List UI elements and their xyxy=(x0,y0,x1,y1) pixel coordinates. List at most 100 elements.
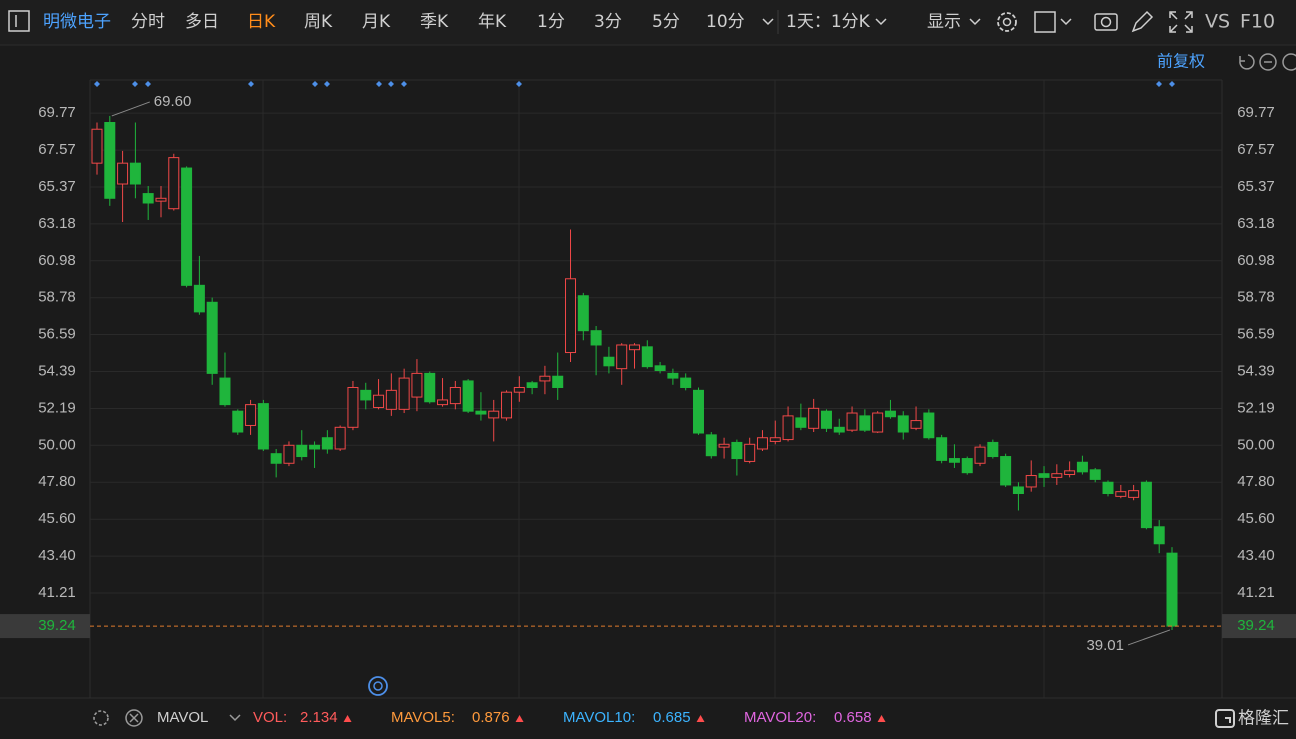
reset-icon[interactable] xyxy=(1239,54,1255,70)
candle-body xyxy=(475,410,487,415)
candle-body xyxy=(168,157,180,210)
event-marker[interactable] xyxy=(132,81,138,87)
candle-body xyxy=(245,404,257,426)
y-tick-label: 54.39 xyxy=(38,362,76,379)
fullscreen-icon[interactable] xyxy=(1169,11,1193,33)
indicator-trend-arrow xyxy=(515,715,524,722)
period-tab[interactable]: 分时 xyxy=(131,12,165,32)
candle-body xyxy=(1153,526,1165,545)
candle-body xyxy=(296,444,308,458)
last-price-label: 39.24 xyxy=(1237,617,1275,634)
zoom-in-icon[interactable] xyxy=(1282,53,1296,71)
query-icon[interactable] xyxy=(368,676,388,696)
last-price-box xyxy=(1222,614,1296,639)
candle-body xyxy=(1025,475,1037,488)
y2-tick-label: 52.19 xyxy=(1237,399,1275,416)
candle-body xyxy=(155,197,167,202)
event-marker[interactable] xyxy=(94,81,100,87)
candle-body xyxy=(283,444,295,464)
candle-body xyxy=(1102,481,1114,495)
candle-body xyxy=(219,377,231,406)
candle-body xyxy=(731,441,743,460)
period-select[interactable]: 1天：1分K xyxy=(786,12,871,32)
candle-body xyxy=(181,167,193,286)
zoom-out-icon[interactable] xyxy=(1259,53,1277,71)
candle-body xyxy=(1012,486,1024,495)
event-marker[interactable] xyxy=(388,81,394,87)
event-marker[interactable] xyxy=(312,81,318,87)
overlay-icon[interactable] xyxy=(1034,11,1056,33)
candle-body xyxy=(91,128,103,164)
candle-body xyxy=(667,372,679,379)
candle-body xyxy=(974,446,986,464)
adjust-mode[interactable]: 前复权 xyxy=(1157,52,1205,71)
sidebar-toggle[interactable] xyxy=(8,10,30,32)
candle-body xyxy=(641,346,653,368)
indicator-settings[interactable] xyxy=(93,710,109,726)
y2-tick-label: 69.77 xyxy=(1237,104,1275,121)
camera-lens xyxy=(1100,16,1112,28)
period-tab[interactable]: 周K xyxy=(304,12,333,32)
draw-icon[interactable] xyxy=(1131,10,1154,33)
period-tab[interactable]: 多日 xyxy=(185,12,219,32)
period-tab[interactable]: 日K xyxy=(247,12,276,32)
event-marker[interactable] xyxy=(516,81,522,87)
period-tab[interactable]: 月K xyxy=(362,12,391,32)
candle-body xyxy=(565,278,577,354)
f10-button[interactable]: F10 xyxy=(1240,11,1275,33)
y-tick-label: 69.77 xyxy=(38,104,76,121)
candle-body xyxy=(1000,456,1012,486)
camera-icon[interactable] xyxy=(1094,13,1118,31)
y-tick-label: 60.98 xyxy=(38,252,76,269)
y-tick-label: 65.37 xyxy=(38,178,76,195)
indicator-close-x xyxy=(129,713,139,723)
event-marker[interactable] xyxy=(376,81,382,87)
y2-tick-label: 56.59 xyxy=(1237,326,1275,343)
candle-body xyxy=(654,365,666,372)
more-periods[interactable] xyxy=(762,18,774,26)
stock-name[interactable]: 明微电子 xyxy=(43,12,111,32)
candle-body xyxy=(437,399,449,406)
period-chevron xyxy=(875,18,887,26)
indicator-name[interactable]: MAVOL xyxy=(157,709,208,726)
min-label: 39.01 xyxy=(1086,637,1124,654)
y2-tick-label: 50.00 xyxy=(1237,436,1275,453)
event-marker[interactable] xyxy=(324,81,330,87)
event-marker[interactable] xyxy=(1156,81,1162,87)
event-marker[interactable] xyxy=(248,81,254,87)
period-tab[interactable]: 5分 xyxy=(652,12,680,32)
candle-body xyxy=(1038,473,1050,478)
display-menu[interactable]: 显示 xyxy=(927,12,961,32)
candle-body xyxy=(206,301,218,374)
event-marker[interactable] xyxy=(1169,81,1175,87)
candle-body xyxy=(526,382,538,388)
settings-icon-core xyxy=(1002,17,1012,27)
max-leader xyxy=(111,101,150,117)
period-tab[interactable]: 年K xyxy=(478,12,507,32)
period-tab[interactable]: 3分 xyxy=(594,12,622,32)
period-tab[interactable]: 10分 xyxy=(706,12,745,32)
candle-body xyxy=(744,443,756,462)
vs-button[interactable]: VS xyxy=(1205,11,1230,33)
candle-body xyxy=(142,193,154,204)
indicator-label: MAVOL10: xyxy=(563,709,635,726)
candle-body xyxy=(373,394,385,408)
event-marker[interactable] xyxy=(145,81,151,87)
candle-body xyxy=(616,344,628,370)
settings-icon[interactable] xyxy=(997,12,1017,32)
period-tab[interactable]: 1分 xyxy=(537,12,565,32)
event-marker[interactable] xyxy=(401,81,407,87)
candle-body xyxy=(232,410,244,433)
candle-body xyxy=(820,410,832,429)
indicator-close[interactable] xyxy=(125,709,143,727)
display-chevron xyxy=(969,18,981,26)
candle-body xyxy=(488,410,500,419)
y-tick-label: 63.18 xyxy=(38,215,76,232)
candle-body xyxy=(360,389,372,401)
indicator-label: VOL: xyxy=(253,709,287,726)
candle-body xyxy=(1076,461,1088,473)
candle-body xyxy=(385,389,397,410)
period-tab[interactable]: 季K xyxy=(420,12,449,32)
candle-body xyxy=(193,284,205,313)
y-tick-label: 43.40 xyxy=(38,547,76,564)
